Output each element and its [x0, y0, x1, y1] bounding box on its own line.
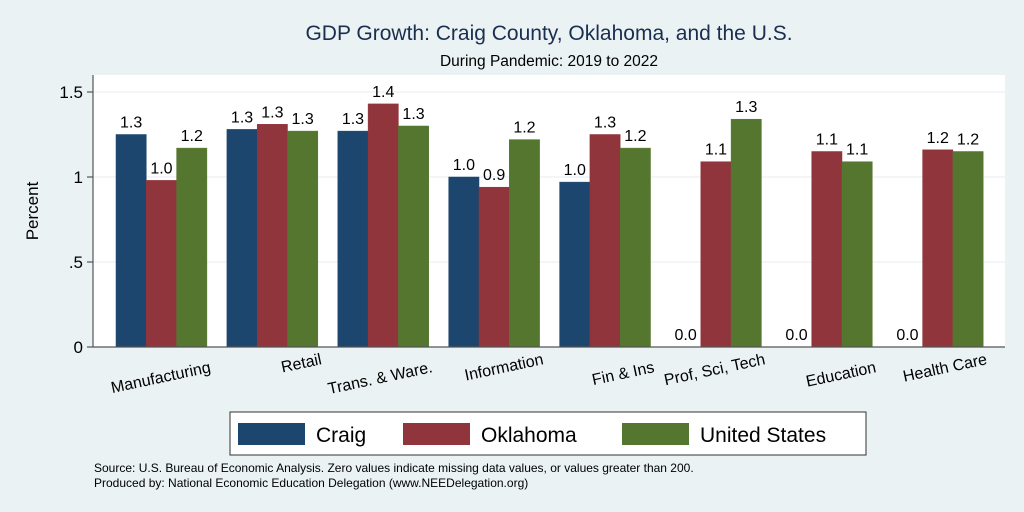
bar-craig [226, 129, 258, 348]
bar-oklahoma [811, 151, 843, 348]
x-category-label: Information [463, 351, 545, 384]
x-category-label: Health Care [902, 351, 989, 385]
data-label: 1.2 [181, 128, 203, 145]
data-label: 0.9 [483, 167, 505, 184]
data-label: 0.0 [675, 327, 697, 344]
legend-label-oklahoma: Oklahoma [481, 424, 577, 447]
data-label: 1.2 [957, 132, 979, 149]
x-category-label: Education [805, 359, 878, 390]
bar-oklahoma [478, 186, 510, 348]
data-label: 0.0 [896, 327, 918, 344]
data-label: 1.1 [846, 142, 868, 159]
y-axis-label: Percent [23, 181, 42, 240]
y-tick-label: 0 [74, 338, 83, 357]
bar-united-states [176, 147, 208, 348]
data-label: 1.3 [402, 106, 424, 123]
bar-craig [337, 130, 369, 348]
data-label: 1.1 [705, 142, 727, 159]
bar-craig [559, 181, 591, 348]
bar-united-states [287, 130, 319, 348]
data-label: 1.3 [594, 115, 616, 132]
data-label: 1.2 [927, 130, 949, 147]
data-label: 1.3 [231, 109, 253, 126]
bar-oklahoma [256, 124, 288, 348]
bar-united-states [509, 139, 540, 348]
x-category-label: Prof, Sci, Tech [663, 351, 767, 389]
data-label: 0.0 [785, 327, 807, 344]
bar-oklahoma [700, 161, 732, 348]
data-label: 1.1 [816, 132, 838, 149]
data-label: 1.3 [261, 104, 283, 121]
bar-craig [115, 134, 147, 348]
data-label: 1.3 [342, 111, 364, 128]
legend-label-craig: Craig [316, 424, 366, 447]
x-category-label: Fin & Ins [591, 359, 656, 389]
y-tick-label: 1 [74, 168, 83, 187]
data-label: 1.4 [372, 84, 394, 101]
bar-oklahoma [922, 149, 954, 348]
data-labels: 1.3 1.0 1.2 1.3 1.3 1.3 1.3 1.4 1.3 1.0 0.9 1.2 1.0 1… [120, 84, 979, 344]
x-axis-categories: Manufacturing Retail Trans. & Ware. Informa… [110, 351, 989, 398]
y-tick-label: .5 [69, 253, 83, 272]
producer-note: Produced by: National Economic Education… [94, 476, 528, 490]
legend-box [229, 411, 867, 456]
legend-swatch-craig [238, 423, 305, 445]
legend-swatch-oklahoma [403, 423, 470, 445]
legend-label-united-states: United States [700, 424, 826, 447]
bar-united-states [619, 147, 651, 348]
source-note: Source: U.S. Bureau of Economic Analysis… [94, 461, 694, 475]
legend: Craig Oklahoma United States [229, 411, 867, 456]
x-category-label: Manufacturing [110, 359, 213, 397]
data-label: 1.0 [453, 157, 475, 174]
bar-united-states [398, 125, 429, 348]
chart-subtitle: During Pandemic: 2019 to 2022 [440, 53, 658, 70]
x-category-label: Retail [280, 351, 324, 376]
data-label: 1.0 [150, 160, 172, 177]
bar-oklahoma [146, 180, 177, 348]
bar-united-states [841, 161, 873, 348]
bars [115, 103, 984, 348]
legend-swatch-united-states [622, 423, 689, 445]
data-label: 1.3 [735, 99, 757, 116]
data-label: 1.0 [564, 162, 586, 179]
data-label: 1.2 [624, 128, 646, 145]
y-tick-label: 1.5 [59, 83, 83, 102]
data-label: 1.3 [120, 115, 142, 132]
bar-united-states [730, 118, 762, 348]
x-category-label: Trans. & Ware. [326, 359, 434, 398]
data-label: 1.2 [513, 120, 535, 137]
chart-title: GDP Growth: Craig County, Oklahoma, and … [305, 22, 792, 45]
y-axis-ticks: 0 .5 1 1.5 [59, 83, 93, 357]
bar-craig [448, 176, 480, 348]
bar-oklahoma [367, 103, 399, 348]
data-label: 1.3 [292, 111, 314, 128]
bar-oklahoma [589, 134, 621, 348]
bar-united-states [952, 151, 984, 348]
